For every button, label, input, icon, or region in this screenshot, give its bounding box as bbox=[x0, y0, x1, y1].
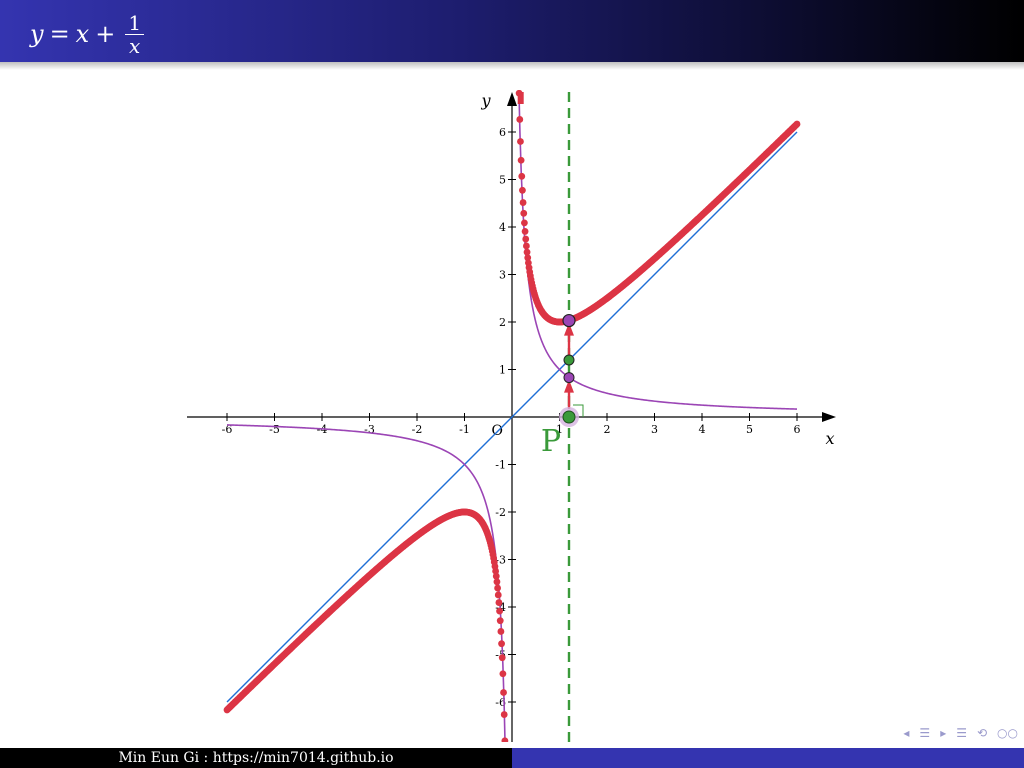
sum-curve-point bbox=[501, 737, 509, 742]
y-tick-label: -3 bbox=[495, 554, 506, 567]
search-icon[interactable]: ⟲ bbox=[976, 726, 988, 740]
reciprocal-curve-positive bbox=[518, 90, 798, 410]
x-tick-label: 6 bbox=[794, 423, 801, 436]
sum-curve-point bbox=[492, 572, 500, 580]
title-fraction: 1 x bbox=[125, 12, 145, 58]
footer-author-text: Min Eun Gi : https://min7014.github.io bbox=[118, 750, 394, 766]
title-denominator: x bbox=[129, 33, 141, 58]
x-tick-label: -1 bbox=[459, 423, 470, 436]
x-axis-arrow bbox=[822, 412, 836, 422]
frame-next-icon[interactable]: ▸ bbox=[940, 726, 947, 740]
arrow-to-reciprocal-head bbox=[564, 379, 574, 393]
sum-curve-point bbox=[498, 654, 506, 662]
point-p-label: P bbox=[541, 424, 561, 459]
sum-curve-point bbox=[500, 689, 507, 696]
y-axis-arrow bbox=[507, 92, 517, 106]
sum-curve-point bbox=[492, 567, 500, 575]
identity-value-point bbox=[563, 354, 575, 366]
sum-curve-point bbox=[519, 199, 527, 206]
arrow-to-sum-head bbox=[564, 322, 574, 336]
curves bbox=[223, 90, 801, 742]
x-tick-label: -6 bbox=[222, 423, 233, 436]
sum-curve-point bbox=[518, 172, 526, 180]
sum-curve-point bbox=[521, 228, 529, 235]
sum-curve-point bbox=[498, 640, 505, 648]
overlay: P bbox=[541, 92, 584, 742]
sum-curve-point bbox=[517, 156, 525, 164]
x-tick-label: 3 bbox=[651, 423, 658, 436]
point-p bbox=[562, 410, 576, 424]
sum-curve-point bbox=[520, 209, 528, 217]
title-equals: = bbox=[49, 20, 70, 48]
reciprocal-curve-negative bbox=[226, 424, 506, 742]
title-shadow bbox=[0, 62, 1024, 70]
identity-line bbox=[226, 131, 798, 703]
x-tick-label: -2 bbox=[412, 423, 423, 436]
footer-right-bar bbox=[512, 748, 1024, 768]
sum-curve-point bbox=[496, 607, 503, 615]
x-tick-label: 4 bbox=[699, 423, 706, 436]
x-tick-label: -3 bbox=[364, 423, 375, 436]
sum-curve-point bbox=[499, 670, 507, 678]
sum-curve-point bbox=[494, 584, 501, 592]
title-lhs: y bbox=[30, 20, 44, 48]
frame-icon[interactable]: ☰ bbox=[919, 726, 931, 740]
y-tick-label: 2 bbox=[499, 316, 506, 329]
x-tick-label: 1 bbox=[556, 423, 563, 436]
y-tick-label: 5 bbox=[499, 174, 506, 187]
title-bar bbox=[0, 0, 1024, 62]
slide-title: y = x + 1 x bbox=[30, 6, 145, 62]
sum-curve-point bbox=[497, 628, 505, 635]
title-numerator: 1 bbox=[125, 12, 145, 35]
sum-curve-point bbox=[493, 578, 501, 586]
sum-curve-point bbox=[793, 120, 801, 128]
y-tick-label: -6 bbox=[495, 696, 506, 709]
sum-curve-point bbox=[523, 242, 530, 250]
beamer-navigation: ◂ ☰ ▸ ☰ ⟲ ○○ bbox=[903, 722, 1018, 744]
sum-curve-point bbox=[500, 711, 508, 718]
sum-curve-point bbox=[519, 186, 526, 194]
x-tick-label: 2 bbox=[604, 423, 611, 436]
sum-curve-point bbox=[522, 235, 530, 243]
y-tick-label: -2 bbox=[495, 506, 506, 519]
sum-curve-point bbox=[524, 254, 532, 262]
zoom-icon[interactable]: ○○ bbox=[997, 726, 1018, 740]
sum-value-point bbox=[562, 313, 576, 328]
title-x: x bbox=[75, 20, 90, 48]
x-tick-label: -5 bbox=[269, 423, 280, 436]
sum-curve-point bbox=[517, 138, 524, 145]
y-tick-label: 1 bbox=[499, 364, 506, 377]
sum-curve-point bbox=[494, 591, 502, 599]
x-axis-label: x bbox=[825, 429, 834, 448]
right-angle-mark bbox=[573, 404, 584, 417]
y-tick-label: -1 bbox=[495, 459, 506, 472]
sum-curve-top-blob bbox=[517, 92, 524, 104]
sum-curve-point bbox=[521, 219, 528, 227]
footer-author: Min Eun Gi : https://min7014.github.io bbox=[0, 748, 512, 768]
sum-curve-point bbox=[496, 617, 504, 625]
sum-curve-point bbox=[523, 248, 531, 256]
section-icon[interactable]: ☰ bbox=[956, 726, 967, 740]
title-plus: + bbox=[95, 20, 116, 48]
sum-curve-point bbox=[516, 116, 524, 123]
y-axis-label: y bbox=[480, 91, 491, 110]
sum-curve-point bbox=[495, 599, 503, 606]
y-tick-label: 3 bbox=[499, 269, 506, 282]
x-tick-label: 5 bbox=[746, 423, 753, 436]
y-tick-label: 6 bbox=[499, 126, 506, 139]
y-tick-label: 4 bbox=[499, 221, 506, 234]
frame-prev-icon[interactable]: ◂ bbox=[903, 726, 910, 740]
reciprocal-value-point bbox=[563, 372, 575, 384]
